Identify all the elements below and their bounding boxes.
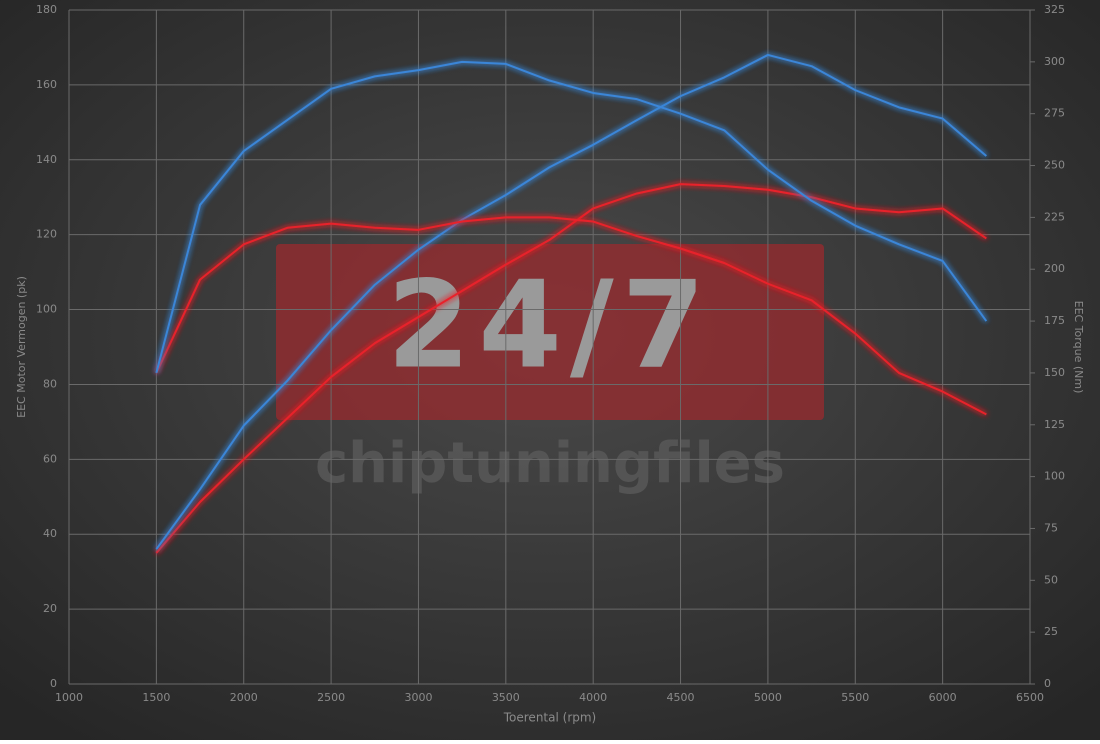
y-tick-label: 60 — [43, 452, 57, 465]
x-axis-title: Toerental (rpm) — [503, 711, 596, 725]
x-tick-label: 1500 — [142, 691, 170, 704]
y-tick-label: 40 — [43, 527, 57, 540]
watermark-title: 24/7 — [387, 257, 713, 396]
x-tick-label: 4500 — [667, 691, 695, 704]
series-line — [155, 216, 987, 416]
y-tick-label: 140 — [36, 153, 57, 166]
y-tick-label: 80 — [43, 377, 57, 390]
y-tick-label: 0 — [50, 677, 57, 690]
y2-tick-label: 175 — [1044, 314, 1065, 327]
x-tick-label: 3000 — [404, 691, 432, 704]
series-line — [155, 60, 988, 374]
y2-tick-label: 200 — [1044, 262, 1065, 275]
x-tick-label: 4000 — [579, 691, 607, 704]
y2-tick-label: 100 — [1044, 470, 1065, 483]
y2-tick-label: 325 — [1044, 3, 1065, 16]
y-tick-label: 180 — [36, 3, 57, 16]
x-tick-label: 6000 — [929, 691, 957, 704]
x-tick-label: 2500 — [317, 691, 345, 704]
x-tick-label: 2000 — [230, 691, 258, 704]
y2-tick-label: 25 — [1044, 625, 1058, 638]
x-tick-label: 3500 — [492, 691, 520, 704]
y2-tick-label: 75 — [1044, 521, 1058, 534]
y2-tick-label: 300 — [1044, 55, 1065, 68]
y-axis-title: EEC Motor Vermogen (pk) — [15, 276, 28, 418]
series-line — [155, 183, 987, 554]
x-tick-label: 6500 — [1016, 691, 1044, 704]
y-tick-label: 20 — [43, 602, 57, 615]
y-tick-label: 100 — [36, 303, 57, 316]
watermark-subtitle: chiptuningfiles — [315, 431, 785, 496]
y2-tick-label: 225 — [1044, 210, 1065, 223]
y2-tick-label: 0 — [1044, 677, 1051, 690]
y2-axis-title: EEC Torque (Nm) — [1072, 301, 1085, 394]
y2-tick-label: 50 — [1044, 573, 1058, 586]
x-tick-label: 1000 — [55, 691, 83, 704]
watermark-box — [276, 244, 824, 420]
y2-tick-label: 125 — [1044, 418, 1065, 431]
y-tick-label: 120 — [36, 228, 57, 241]
x-tick-label: 5500 — [841, 691, 869, 704]
y2-tick-label: 250 — [1044, 159, 1065, 172]
series-line — [155, 53, 987, 550]
y2-tick-label: 150 — [1044, 366, 1065, 379]
y2-tick-label: 275 — [1044, 107, 1065, 120]
y-tick-label: 160 — [36, 78, 57, 91]
x-tick-label: 5000 — [754, 691, 782, 704]
